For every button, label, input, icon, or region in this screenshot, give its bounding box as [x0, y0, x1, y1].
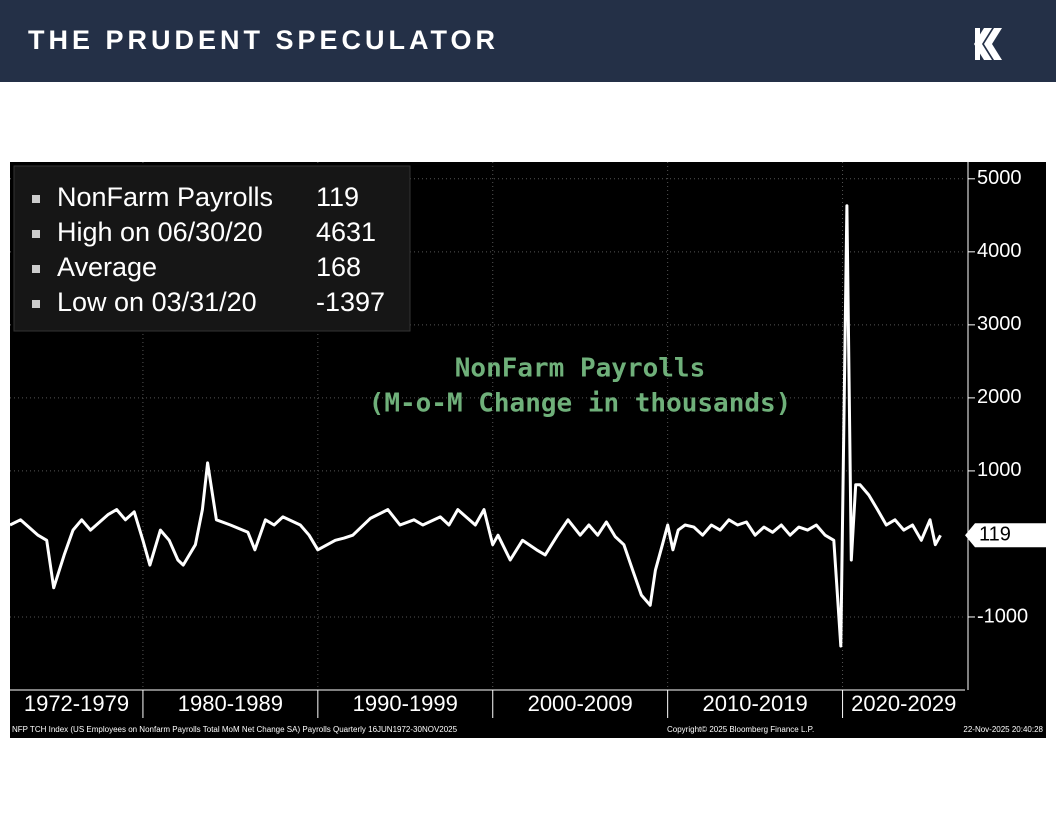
legend-label: NonFarm Payrolls [57, 182, 273, 212]
header-bar [0, 0, 1056, 82]
y-tick-label: -1000 [977, 605, 1028, 627]
x-band-label: 1972-1979 [24, 691, 129, 716]
legend-value: 4631 [316, 217, 376, 247]
x-band-label: 2020-2029 [851, 691, 956, 716]
legend-box [13, 165, 411, 332]
legend-marker [32, 300, 40, 308]
legend-marker [32, 195, 40, 203]
legend-value: -1397 [316, 287, 385, 317]
annotation: (M-o-M Change in thousands) [369, 389, 792, 419]
legend-value: 168 [316, 252, 361, 282]
legend-label: Low on 03/31/20 [57, 287, 257, 317]
y-tick-label: 5000 [977, 167, 1022, 189]
footer-source: NFP TCH Index (US Employees on Nonfarm P… [12, 725, 458, 734]
y-tick-label: 1000 [977, 459, 1022, 481]
logo [974, 28, 1002, 60]
x-band-label: 2000-2009 [528, 691, 633, 716]
last-value-tag [965, 523, 1046, 548]
footer-copyright: Copyright© 2025 Bloomberg Finance L.P. [667, 725, 814, 734]
x-band-label: 1990-1999 [353, 691, 458, 716]
legend-marker [32, 230, 40, 238]
last-value-label: 119 [979, 524, 1011, 546]
y-tick-label: 4000 [977, 240, 1022, 262]
x-band-label: 2010-2019 [703, 691, 808, 716]
header-title: THE PRUDENT SPECULATOR [28, 25, 499, 55]
legend-marker [32, 265, 40, 273]
y-tick-label: 3000 [977, 313, 1022, 335]
legend-value: 119 [316, 182, 359, 212]
data-line [9, 204, 942, 648]
y-tick-label: 2000 [977, 386, 1022, 408]
annotation: NonFarm Payrolls [455, 354, 705, 384]
legend-label: High on 06/30/20 [57, 217, 263, 247]
x-band-label: 1980-1989 [178, 691, 283, 716]
footer-date: 22-Nov-2025 20:40:28 [963, 725, 1043, 734]
legend-label: Average [57, 252, 157, 282]
